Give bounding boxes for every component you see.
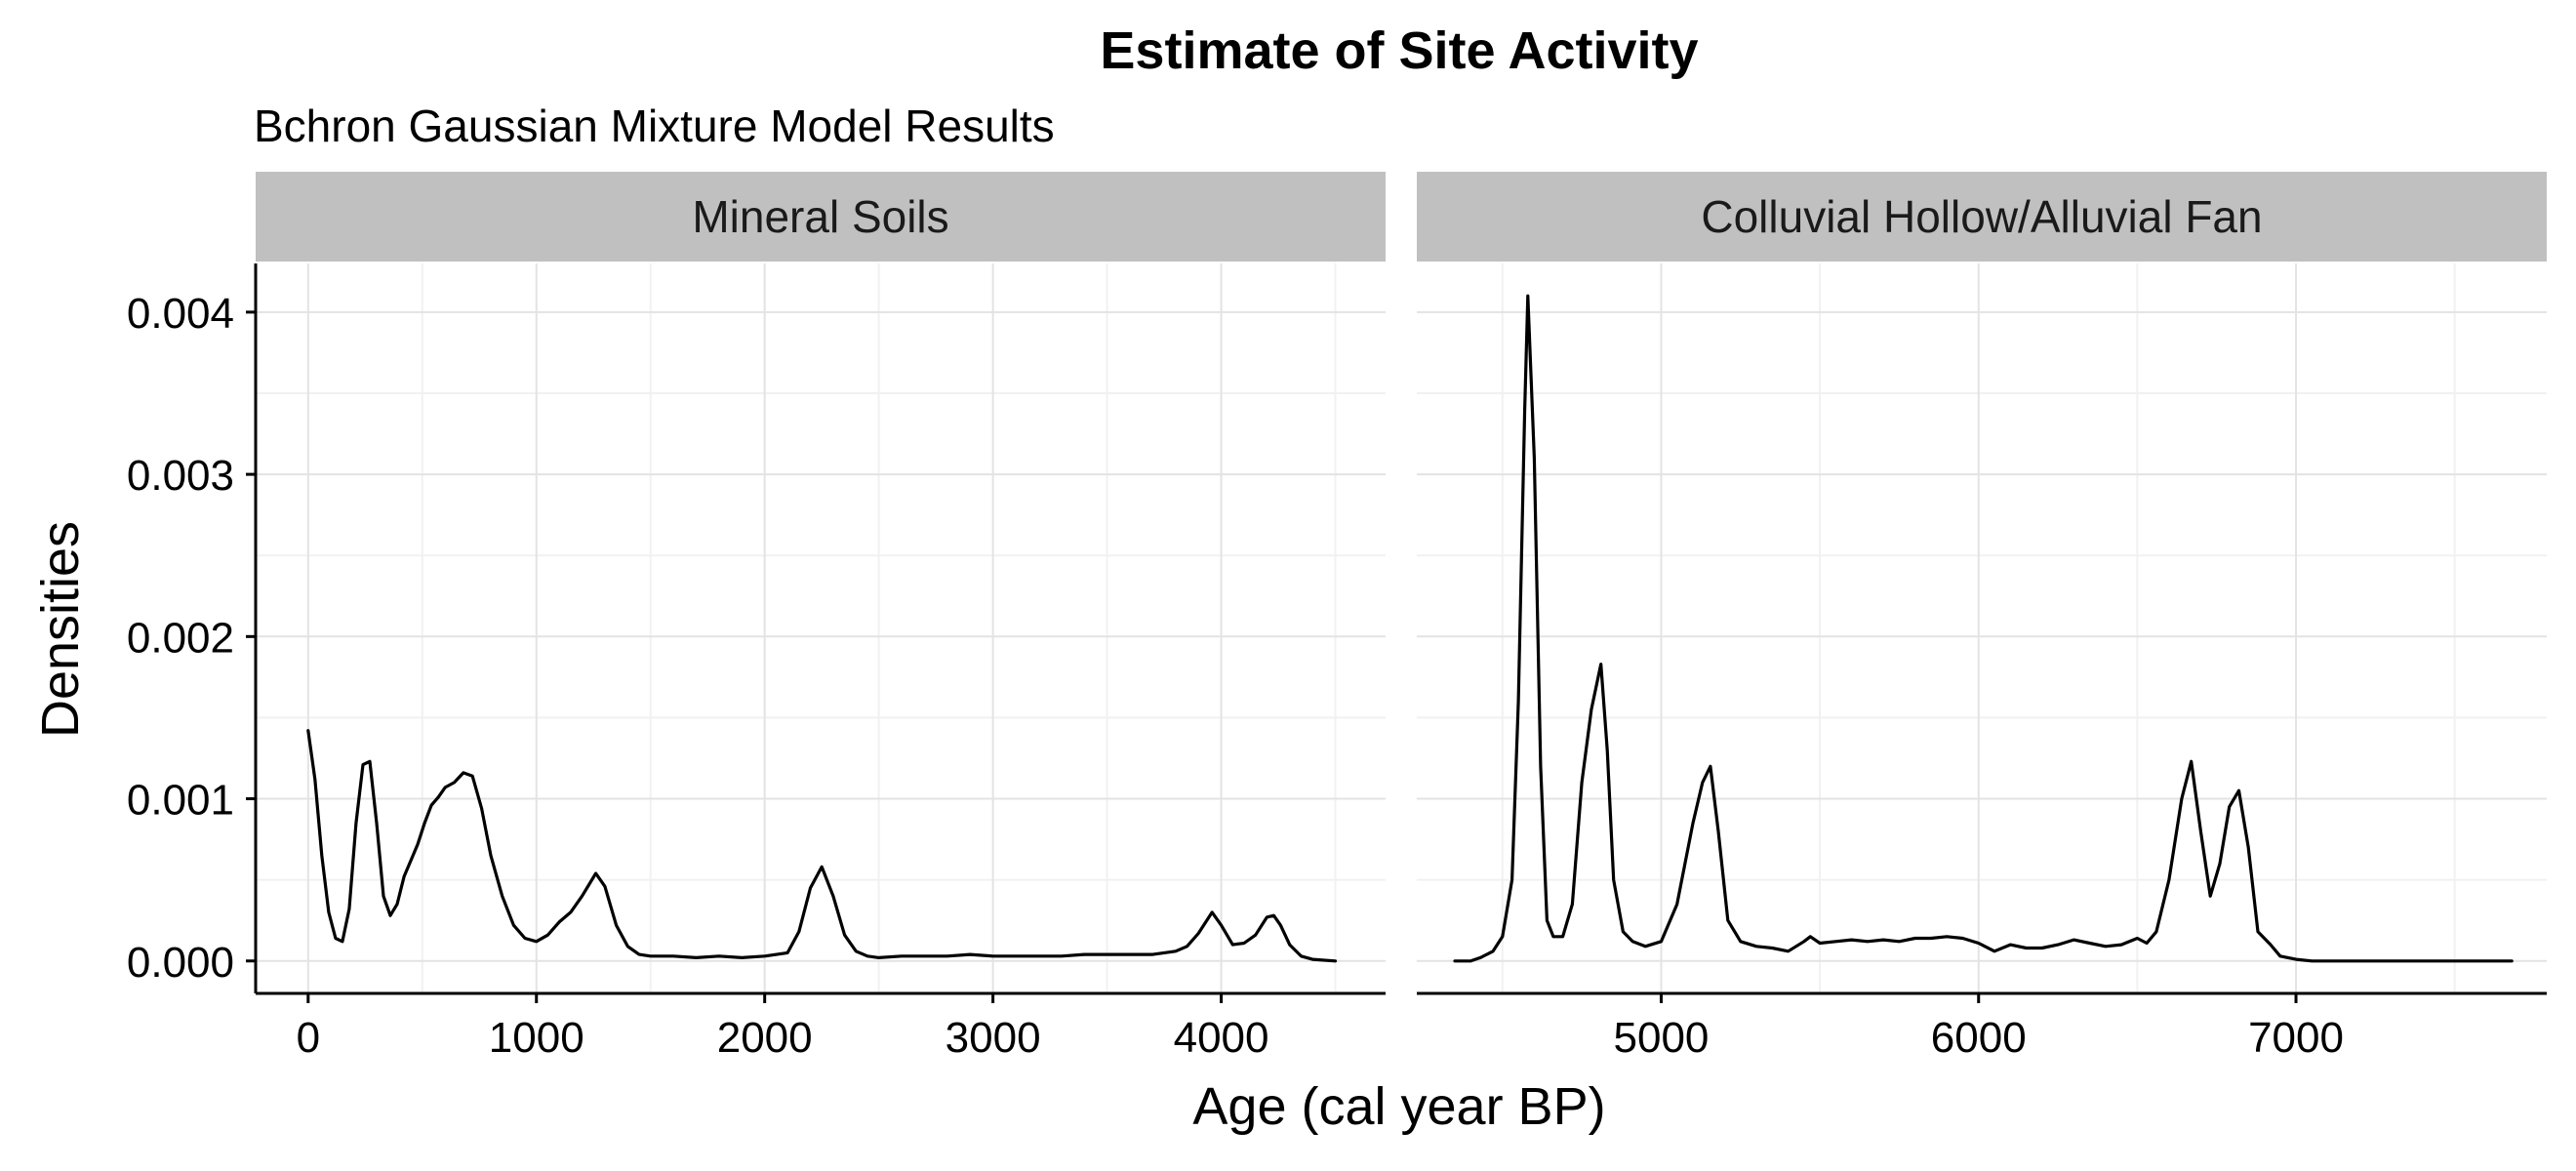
facet-strip xyxy=(256,172,1386,262)
y-tick-label: 0.004 xyxy=(127,290,234,338)
x-tick-label: 3000 xyxy=(946,1014,1041,1062)
x-axis-title: Age (cal year BP) xyxy=(1192,1077,1605,1136)
y-tick-label: 0.002 xyxy=(127,614,234,662)
facet-strip xyxy=(1417,172,2547,262)
y-tick-label: 0.003 xyxy=(127,452,234,500)
x-tick-label: 7000 xyxy=(2248,1014,2344,1062)
x-tick-label: 5000 xyxy=(1614,1014,1710,1062)
y-tick-label: 0.001 xyxy=(127,777,234,825)
x-tick-label: 2000 xyxy=(717,1014,813,1062)
facet-panel-1: Mineral Soils 0.000 0.001 0.002 0.003 0.004 0 1… xyxy=(127,172,1386,1062)
facet-strip-label: Mineral Soils xyxy=(692,191,948,242)
y-tick-label: 0.000 xyxy=(127,939,234,987)
facet-strip-label: Colluvial Hollow/Alluvial Fan xyxy=(1701,191,2262,242)
density-line xyxy=(306,729,1338,963)
chart-title: Estimate of Site Activity xyxy=(1100,21,1698,80)
x-tick-label: 4000 xyxy=(1174,1014,1269,1062)
x-tick-label: 1000 xyxy=(489,1014,584,1062)
x-tick-label: 0 xyxy=(297,1014,320,1062)
chart-subtitle: Bchron Gaussian Mixture Model Results xyxy=(254,101,1055,151)
x-tick-label: 6000 xyxy=(1931,1014,2027,1062)
density-line xyxy=(1453,294,2514,963)
y-axis-title: Densities xyxy=(31,521,90,738)
facet-panel-2: Colluvial Hollow/Alluvial Fan 5000 6000 700… xyxy=(1417,172,2547,1062)
facet-panels: Mineral Soils 0.000 0.001 0.002 0.003 0.004 0 1… xyxy=(127,172,2547,1062)
